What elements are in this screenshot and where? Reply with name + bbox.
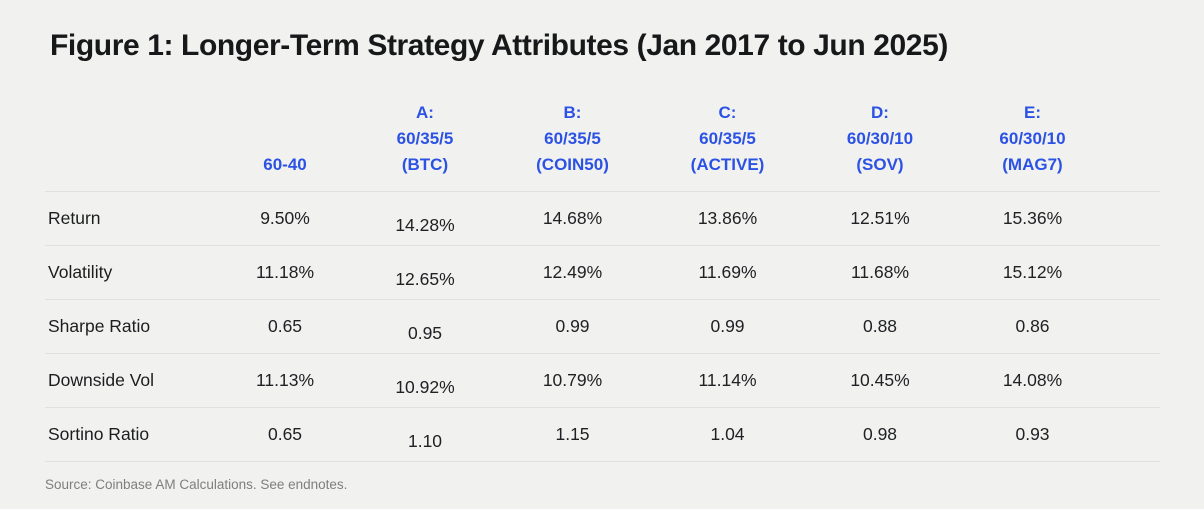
- column-header-b-coin50: B: 60/35/5 (COIN50): [495, 100, 650, 192]
- value: 12.65%: [395, 269, 455, 289]
- value: 1.15: [555, 424, 590, 444]
- source-note: Source: Coinbase AM Calculations. See en…: [45, 477, 348, 492]
- value-cell: 9.50%: [215, 191, 355, 246]
- value: 0.65: [267, 316, 303, 336]
- value: 0.65: [267, 424, 303, 444]
- value: 10.92%: [395, 377, 455, 397]
- value-cell: 11.14%: [650, 353, 805, 408]
- value-cell: 11.68%: [805, 245, 955, 300]
- value: 13.86%: [697, 208, 758, 228]
- value: 10.45%: [850, 370, 910, 390]
- value-cell: 1.15: [495, 407, 650, 462]
- column-header-line: (BTC): [401, 155, 449, 174]
- value-cell: 0.93: [955, 407, 1160, 462]
- value: 11.69%: [698, 262, 757, 282]
- column-header-line: C:: [718, 103, 737, 122]
- value: 11.14%: [698, 370, 757, 390]
- value: 1.04: [710, 424, 745, 444]
- value-cell: 1.10: [355, 407, 495, 462]
- column-header-line: 60/35/5: [544, 129, 601, 148]
- table-header-row: 60-40 A: 60/35/5 (BTC) B: 60/35/5 (COIN5…: [45, 100, 1160, 192]
- corner-cell: [45, 100, 215, 192]
- row-label: Return: [45, 191, 215, 246]
- value: 10.79%: [542, 370, 603, 390]
- value: 0.95: [407, 323, 443, 343]
- value: 0.93: [1015, 424, 1050, 444]
- value-cell: 14.68%: [495, 191, 650, 246]
- page-title: Figure 1: Longer-Term Strategy Attribute…: [50, 29, 948, 62]
- value-cell: 12.65%: [355, 245, 495, 300]
- column-header-line: 60/30/10: [999, 129, 1066, 148]
- value-cell: 0.99: [495, 299, 650, 354]
- table-row-volatility: Volatility 11.18% 12.65% 12.49% 11.69% 1…: [45, 245, 1160, 300]
- value-cell: 13.86%: [650, 191, 805, 246]
- value-cell: 0.99: [650, 299, 805, 354]
- column-header-line: E:: [1024, 103, 1041, 122]
- value: 14.28%: [395, 215, 455, 235]
- column-header-d-sov: D: 60/30/10 (SOV): [805, 100, 955, 192]
- value: 11.18%: [255, 262, 315, 282]
- value-cell: 12.51%: [805, 191, 955, 246]
- value-cell: 14.28%: [355, 191, 495, 246]
- value-cell: 0.65: [215, 407, 355, 462]
- value-cell: 10.92%: [355, 353, 495, 408]
- value: 9.50%: [260, 208, 310, 228]
- table-row-sharpe-ratio: Sharpe Ratio 0.65 0.95 0.99 0.99 0.88 0.…: [45, 299, 1160, 354]
- table-row-sortino-ratio: Sortino Ratio 0.65 1.10 1.15 1.04 0.98 0…: [45, 407, 1160, 462]
- value-cell: 14.08%: [955, 353, 1160, 408]
- column-header-line: 60/35/5: [396, 129, 454, 148]
- value: 12.51%: [850, 208, 910, 228]
- row-label: Sortino Ratio: [45, 407, 215, 462]
- column-header-line: 60/30/10: [846, 129, 914, 148]
- value-cell: 1.04: [650, 407, 805, 462]
- value-cell: 0.65: [215, 299, 355, 354]
- row-label: Downside Vol: [45, 353, 215, 408]
- value: 15.36%: [1002, 208, 1063, 228]
- value-cell: 12.49%: [495, 245, 650, 300]
- column-header-line: (SOV): [856, 155, 904, 174]
- value-cell: 0.95: [355, 299, 495, 354]
- value: 11.13%: [255, 370, 315, 390]
- column-header-line: 60-40: [263, 155, 307, 174]
- value-cell: 15.12%: [955, 245, 1160, 300]
- strategy-attributes-table: 60-40 A: 60/35/5 (BTC) B: 60/35/5 (COIN5…: [45, 100, 1160, 462]
- value: 0.98: [862, 424, 898, 444]
- column-header-a-btc: A: 60/35/5 (BTC): [355, 100, 495, 192]
- value-cell: 15.36%: [955, 191, 1160, 246]
- value-cell: 11.69%: [650, 245, 805, 300]
- column-header-line: (ACTIVE): [690, 155, 765, 174]
- column-header-line: (COIN50): [536, 155, 609, 174]
- value: 0.99: [710, 316, 745, 336]
- column-header-e-mag7: E: 60/30/10 (MAG7): [955, 100, 1160, 192]
- value: 15.12%: [1002, 262, 1063, 282]
- value-cell: 11.18%: [215, 245, 355, 300]
- column-header-line: A:: [416, 103, 434, 122]
- row-label: Volatility: [45, 245, 215, 300]
- column-header-c-active: C: 60/35/5 (ACTIVE): [650, 100, 805, 192]
- value: 1.10: [407, 431, 443, 451]
- value: 14.68%: [542, 208, 603, 228]
- column-header-line: D:: [871, 103, 889, 122]
- value: 0.99: [555, 316, 590, 336]
- column-header-line: B:: [563, 103, 582, 122]
- value-cell: 10.79%: [495, 353, 650, 408]
- column-header-line: (MAG7): [1002, 155, 1063, 174]
- table-row-return: Return 9.50% 14.28% 14.68% 13.86% 12.51%…: [45, 191, 1160, 246]
- table-row-downside-vol: Downside Vol 11.13% 10.92% 10.79% 11.14%…: [45, 353, 1160, 408]
- column-header-60-40: 60-40: [215, 100, 355, 192]
- value: 12.49%: [542, 262, 603, 282]
- value: 14.08%: [1002, 370, 1063, 390]
- row-label: Sharpe Ratio: [45, 299, 215, 354]
- value-cell: 11.13%: [215, 353, 355, 408]
- value-cell: 10.45%: [805, 353, 955, 408]
- value: 0.88: [862, 316, 898, 336]
- value-cell: 0.86: [955, 299, 1160, 354]
- column-header-line: 60/35/5: [699, 129, 756, 148]
- value: 11.68%: [850, 262, 910, 282]
- value-cell: 0.88: [805, 299, 955, 354]
- value-cell: 0.98: [805, 407, 955, 462]
- value: 0.86: [1015, 316, 1050, 336]
